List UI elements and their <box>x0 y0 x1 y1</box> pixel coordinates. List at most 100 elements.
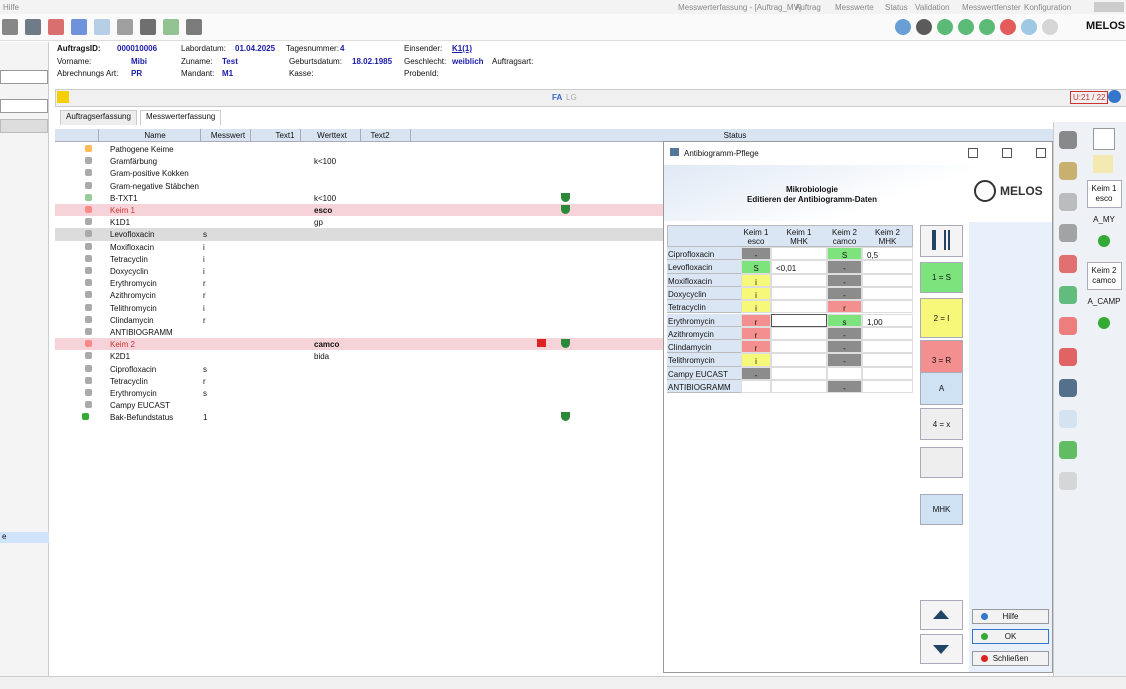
tool-icon[interactable] <box>1059 286 1077 304</box>
grid-cell[interactable]: - <box>827 340 862 354</box>
add-icon[interactable] <box>1098 317 1110 329</box>
grid-cell[interactable]: r <box>741 326 771 341</box>
grid-cell[interactable] <box>862 300 913 314</box>
grid-cell[interactable]: 0,5 <box>862 247 913 261</box>
toolbar-icon[interactable] <box>1021 19 1037 35</box>
help-icon[interactable] <box>1108 90 1121 103</box>
window-button[interactable] <box>1036 148 1046 158</box>
row-name[interactable]: Erythromycin <box>110 389 157 398</box>
grid-cell[interactable]: <0,01 <box>771 260 827 274</box>
grid-cell[interactable] <box>862 273 913 287</box>
grid-cell[interactable]: r <box>741 340 771 354</box>
input[interactable] <box>0 70 48 84</box>
menu-item[interactable]: Konfiguration <box>1024 3 1072 12</box>
row-name[interactable]: Clindamycin <box>110 315 154 325</box>
grid-cell[interactable] <box>862 340 913 354</box>
row-name[interactable]: Gram-negative Stäbchen <box>110 181 199 191</box>
sort-button[interactable] <box>920 225 963 257</box>
row-name[interactable]: Telithromycin <box>110 303 157 313</box>
toolbar-icon[interactable] <box>163 19 179 35</box>
menu-item[interactable]: Messwertfenster <box>962 3 1021 12</box>
grid-cell[interactable] <box>771 340 827 354</box>
grid-cell[interactable]: i <box>741 353 771 367</box>
grid-cell[interactable] <box>771 300 827 314</box>
input[interactable] <box>0 99 48 113</box>
toolbar-icon[interactable] <box>1042 19 1058 35</box>
tool-icon[interactable] <box>1059 255 1077 273</box>
grid-cell[interactable] <box>771 247 827 261</box>
window-button[interactable] <box>1002 148 1012 158</box>
row-name[interactable]: Campy EUCAST <box>110 401 171 411</box>
grid-cell[interactable] <box>862 286 913 301</box>
row-name[interactable]: K1D1 <box>110 218 131 228</box>
grid-cell[interactable] <box>862 366 913 380</box>
grid-cell[interactable]: r <box>741 313 771 327</box>
row-name[interactable]: Levofloxacin <box>110 230 155 240</box>
row-name[interactable]: Tetracyclin <box>110 376 148 386</box>
toolbar-icon[interactable] <box>1000 19 1016 35</box>
tool-icon[interactable] <box>1093 128 1115 150</box>
toolbar-icon[interactable] <box>958 19 974 35</box>
tool-icon[interactable] <box>1059 317 1077 335</box>
window-button[interactable] <box>968 148 978 158</box>
input[interactable] <box>0 119 48 133</box>
row-name[interactable]: Pathogene Keime <box>110 145 174 154</box>
toolbar-icon[interactable] <box>937 19 953 35</box>
toolbar-icon[interactable] <box>25 19 41 35</box>
toolbar-icon[interactable] <box>186 19 202 35</box>
grid-cell[interactable] <box>771 353 827 367</box>
grid-cell[interactable]: s <box>827 313 862 327</box>
row-name[interactable]: Erythromycin <box>110 279 157 289</box>
blank-button[interactable] <box>920 447 963 478</box>
grid-cell[interactable] <box>771 286 827 301</box>
row-name[interactable]: B-TXT1 <box>110 193 138 203</box>
tool-icon[interactable] <box>1059 348 1077 366</box>
row-name[interactable]: Gramfärbung <box>110 157 158 167</box>
tool-icon[interactable] <box>1059 472 1077 490</box>
menu-item[interactable]: Status <box>885 3 908 12</box>
grid-cell[interactable] <box>771 366 827 380</box>
toolbar-icon[interactable] <box>895 19 911 35</box>
grid-cell[interactable]: - <box>827 273 862 287</box>
keim-code[interactable]: A_CAMP <box>1087 297 1121 306</box>
toolbar-icon[interactable] <box>94 19 110 35</box>
grid-cell[interactable]: - <box>827 286 862 301</box>
menu-item[interactable]: Validation <box>915 3 950 12</box>
row-name[interactable]: Moxifloxacin <box>110 242 155 252</box>
action-button[interactable]: OK <box>972 629 1049 644</box>
value-button[interactable]: MHK <box>920 494 963 525</box>
grid-cell[interactable]: - <box>741 366 771 380</box>
toolbar-icon[interactable] <box>117 19 133 35</box>
action-button[interactable]: Hilfe <box>972 609 1049 624</box>
toolbar-icon[interactable] <box>140 19 156 35</box>
toolbar-icon[interactable] <box>71 19 87 35</box>
grid-cell[interactable] <box>862 353 913 367</box>
tool-icon[interactable] <box>1059 441 1077 459</box>
tool-icon[interactable] <box>1093 155 1113 173</box>
row-name[interactable]: Keim 2 <box>110 340 135 350</box>
grid-cell[interactable]: S <box>827 247 862 261</box>
grid-cell[interactable] <box>771 313 827 327</box>
tab[interactable]: Auftragserfassung <box>60 110 137 125</box>
row-name[interactable]: Gram-positive Kokken <box>110 169 189 179</box>
toolbar-icon[interactable] <box>916 19 932 35</box>
value-button[interactable]: 4 = x <box>920 408 963 440</box>
grid-cell[interactable] <box>827 366 862 380</box>
field-value[interactable]: K1(1) <box>452 44 473 53</box>
menu-item[interactable]: Auftrag <box>795 3 821 12</box>
grid-cell[interactable] <box>862 260 913 274</box>
value-button[interactable]: 1 = S <box>920 262 963 293</box>
keim-box[interactable] <box>1087 262 1122 290</box>
tab[interactable]: Messwerterfassung <box>140 110 222 125</box>
grid-cell[interactable]: r <box>827 300 862 314</box>
grid-cell[interactable] <box>771 273 827 287</box>
grid-cell[interactable]: - <box>827 380 862 394</box>
tool-icon[interactable] <box>1059 410 1077 428</box>
grid-cell[interactable]: 1,00 <box>862 313 913 327</box>
grid-cell[interactable] <box>862 380 913 394</box>
grid-cell[interactable]: i <box>741 273 771 287</box>
value-button[interactable]: 2 = I <box>920 298 963 338</box>
keim-code[interactable]: A_MY <box>1093 215 1115 224</box>
tool-icon[interactable] <box>1059 162 1077 180</box>
toolbar-icon[interactable] <box>2 19 18 35</box>
